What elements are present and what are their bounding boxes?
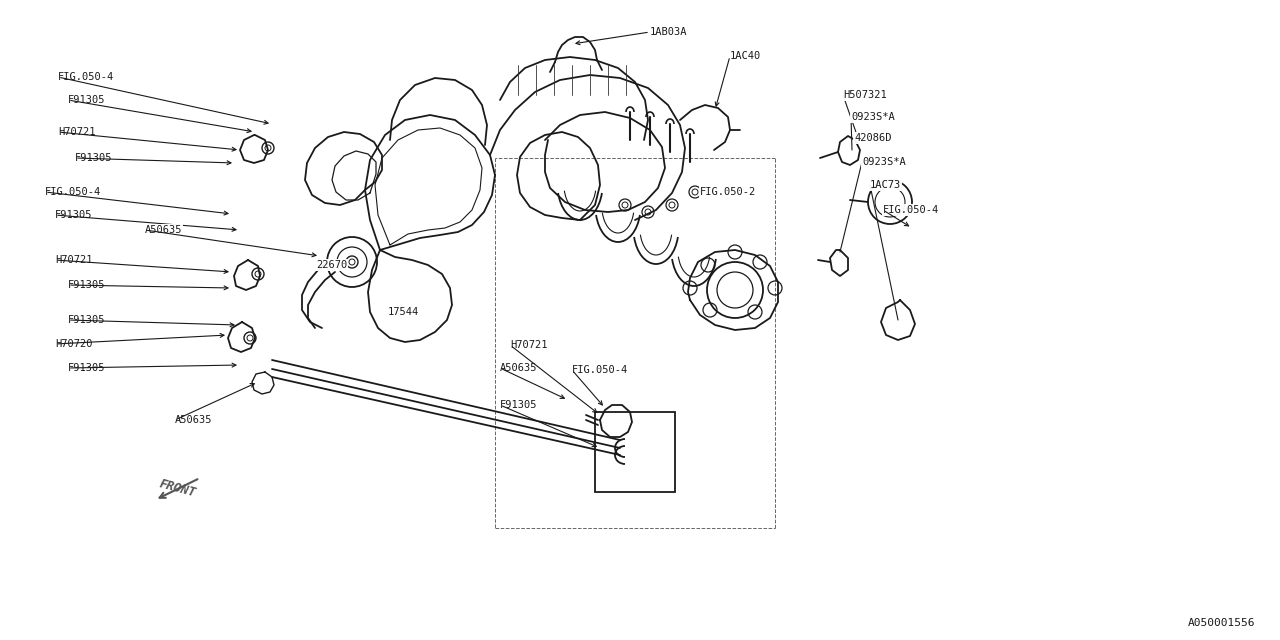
Text: F91305: F91305 <box>76 153 113 163</box>
Text: FIG.050-4: FIG.050-4 <box>572 365 628 375</box>
Text: 22670: 22670 <box>316 260 347 270</box>
Text: F91305: F91305 <box>68 95 105 105</box>
Text: 1AC73: 1AC73 <box>870 180 901 190</box>
Text: FIG.050-2: FIG.050-2 <box>700 187 756 197</box>
Text: H70720: H70720 <box>55 339 92 349</box>
Text: 0923S*A: 0923S*A <box>861 157 906 167</box>
Text: A50635: A50635 <box>145 225 183 235</box>
Text: H70721: H70721 <box>509 340 548 350</box>
Text: 0923S*A: 0923S*A <box>851 112 895 122</box>
Text: A050001556: A050001556 <box>1188 618 1254 628</box>
Text: FIG.050-4: FIG.050-4 <box>45 187 101 197</box>
Text: 1AC40: 1AC40 <box>730 51 762 61</box>
Text: H70721: H70721 <box>55 255 92 265</box>
Text: F91305: F91305 <box>68 363 105 373</box>
Text: FIG.050-4: FIG.050-4 <box>58 72 114 82</box>
Text: H507321: H507321 <box>844 90 887 100</box>
Text: A50635: A50635 <box>500 363 538 373</box>
Text: F91305: F91305 <box>68 280 105 290</box>
Text: FRONT: FRONT <box>159 477 198 499</box>
Text: H70721: H70721 <box>58 127 96 137</box>
Text: F91305: F91305 <box>68 315 105 325</box>
Text: 42086D: 42086D <box>854 133 891 143</box>
Text: 17544: 17544 <box>388 307 420 317</box>
Bar <box>595 412 675 492</box>
Text: FIG.050-4: FIG.050-4 <box>883 205 940 215</box>
Text: 1AB03A: 1AB03A <box>650 27 687 37</box>
Text: A50635: A50635 <box>175 415 212 425</box>
Text: F91305: F91305 <box>500 400 538 410</box>
Text: F91305: F91305 <box>55 210 92 220</box>
